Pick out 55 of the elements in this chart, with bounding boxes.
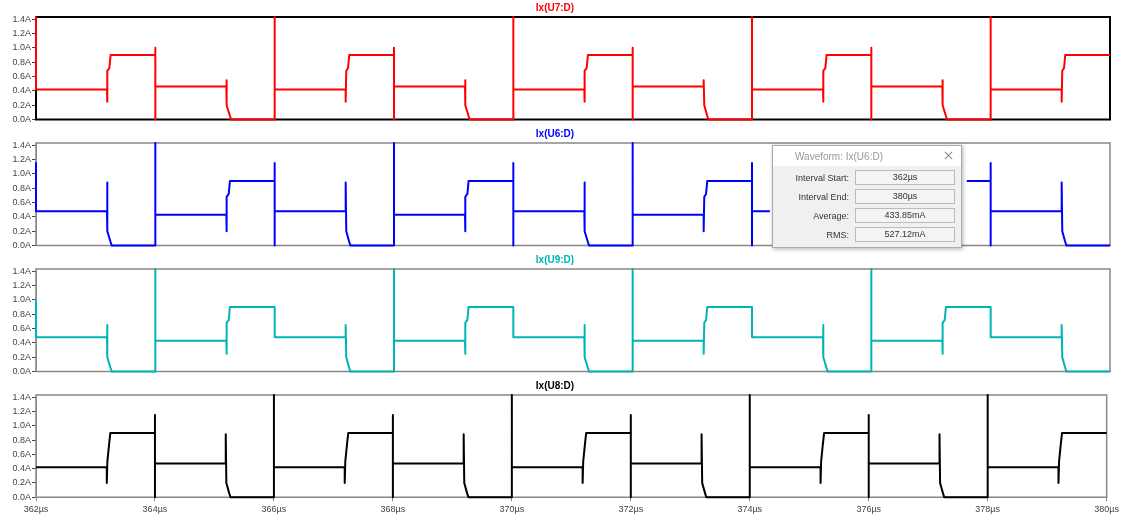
y-tick-label: 0.0A — [12, 491, 31, 502]
y-tick-label: 0.8A — [12, 434, 31, 445]
y-tick-label: 1.2A — [12, 153, 31, 164]
annotation: 380µs — [855, 189, 955, 204]
y-tick-label: 0.2A — [12, 477, 31, 488]
y-tick-label: 0.8A — [12, 182, 31, 193]
text: Waveform: Ix(U6:D) — [795, 150, 883, 162]
y-tick-label: 1.0A — [12, 420, 31, 431]
y-tick-label: 0.6A — [12, 197, 31, 208]
x-tick-label: 370µs — [499, 504, 525, 515]
y-tick-label: 0.4A — [12, 211, 31, 222]
y-tick-label: 1.4A — [12, 391, 31, 402]
annotation: 433.85mA — [855, 208, 955, 223]
annotation: Average: — [812, 210, 850, 221]
annotation: 362µs — [855, 170, 955, 185]
chart-title: Ix(U7:D) — [535, 1, 575, 13]
y-tick-label: 0.8A — [12, 308, 31, 319]
y-tick-label: 1.0A — [12, 42, 31, 53]
y-tick-label: 0.4A — [12, 463, 31, 474]
x-tick-label: 362µs — [23, 504, 49, 515]
y-tick-label: 0.2A — [12, 351, 31, 362]
y-tick-label: 0.6A — [12, 323, 31, 334]
annotation: Interval End: — [797, 191, 850, 202]
y-tick-label: 1.4A — [12, 139, 31, 150]
x-tick-label: 366µs — [261, 504, 287, 515]
x-tick-label: 368µs — [380, 504, 406, 515]
y-tick-label: 1.2A — [12, 27, 31, 38]
y-tick-label: 1.4A — [12, 13, 31, 24]
chart-title: Ix(U9:D) — [535, 253, 575, 265]
y-tick-label: 0.4A — [12, 337, 31, 348]
y-tick-label: 0.0A — [12, 366, 31, 377]
y-tick-label: 0.4A — [12, 85, 31, 96]
y-tick-label: 0.8A — [12, 56, 31, 67]
y-tick-label: 0.6A — [12, 71, 31, 82]
x-tick-label: 364µs — [142, 504, 168, 515]
y-tick-label: 0.2A — [12, 99, 31, 110]
annotation: Interval Start: — [794, 172, 850, 183]
annotation: RMS: — [825, 229, 850, 240]
y-tick-label: 0.2A — [12, 225, 31, 236]
y-tick-label: 0.0A — [12, 240, 31, 251]
x-tick-label: 380µs — [1094, 504, 1120, 515]
y-tick-label: 0.0A — [12, 114, 31, 125]
y-tick-label: 1.2A — [12, 405, 31, 416]
y-tick-label: 1.0A — [12, 168, 31, 179]
y-tick-label: 1.2A — [12, 279, 31, 290]
x-tick-label: 372µs — [618, 504, 644, 515]
annotation: 527.12mA — [855, 227, 955, 242]
chart-title: Ix(U8:D) — [535, 379, 575, 391]
chart-title: Ix(U6:D) — [535, 127, 575, 139]
x-tick-label: 378µs — [975, 504, 1001, 515]
y-tick-label: 1.4A — [12, 265, 31, 276]
x-tick-label: 374µs — [737, 504, 763, 515]
y-tick-label: 1.0A — [12, 294, 31, 305]
y-tick-label: 0.6A — [12, 448, 31, 459]
x-tick-label: 376µs — [856, 504, 882, 515]
